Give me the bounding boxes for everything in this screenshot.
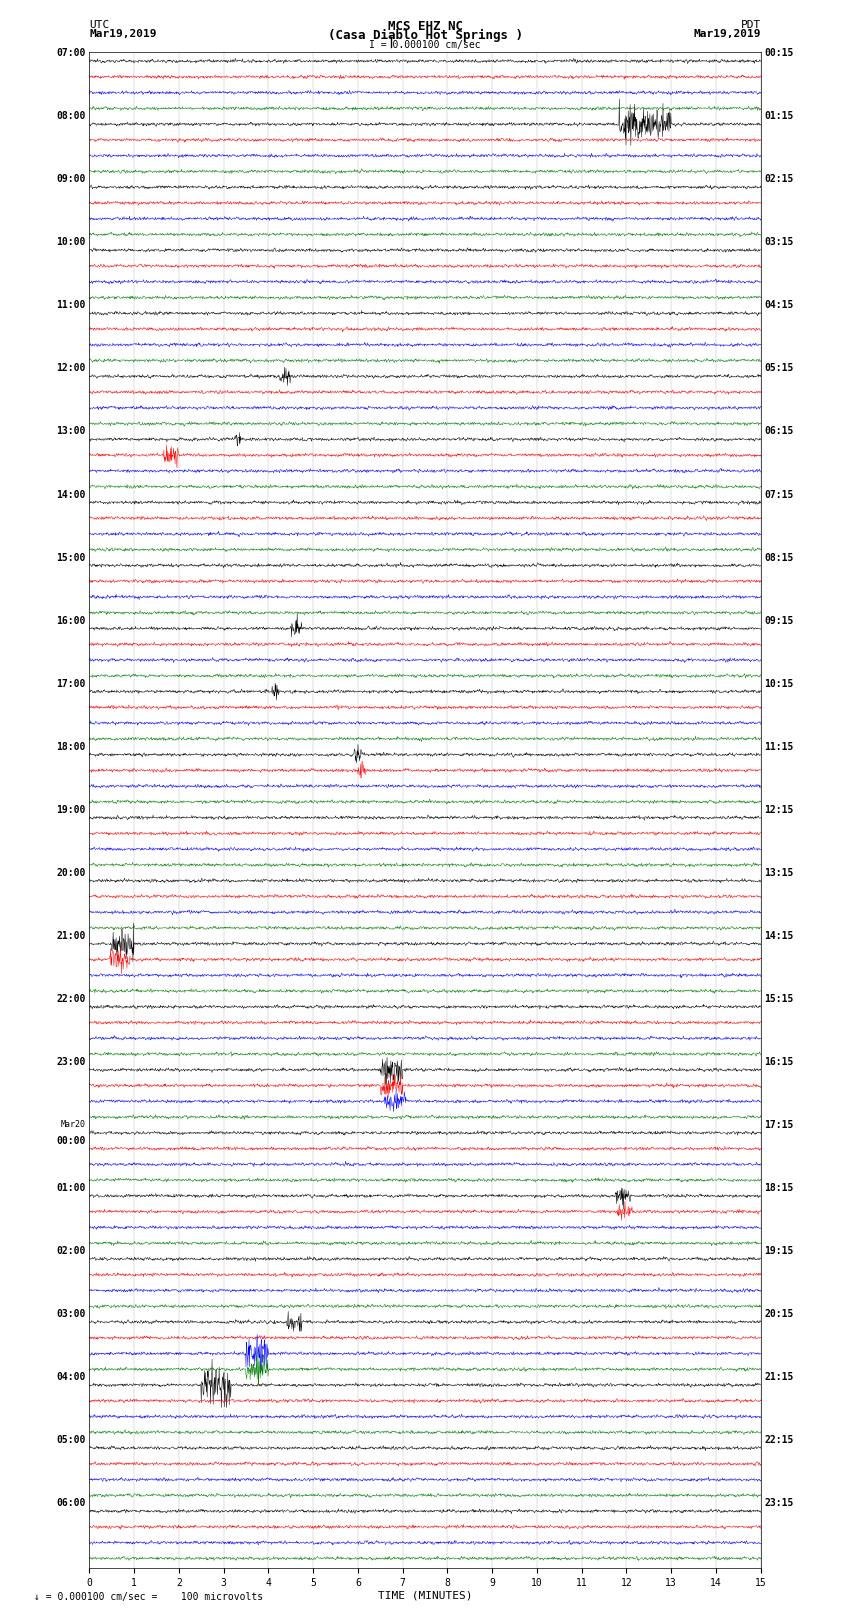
Text: 07:15: 07:15 — [764, 489, 794, 500]
Text: 20:15: 20:15 — [764, 1310, 794, 1319]
Text: 09:15: 09:15 — [764, 616, 794, 626]
Text: 17:15: 17:15 — [764, 1119, 794, 1131]
Text: 23:15: 23:15 — [764, 1498, 794, 1508]
Text: 13:00: 13:00 — [56, 426, 86, 437]
Text: 10:15: 10:15 — [764, 679, 794, 689]
Text: 05:00: 05:00 — [56, 1436, 86, 1445]
Text: 22:15: 22:15 — [764, 1436, 794, 1445]
Text: 17:00: 17:00 — [56, 679, 86, 689]
Text: 02:00: 02:00 — [56, 1245, 86, 1257]
Text: 02:15: 02:15 — [764, 174, 794, 184]
Text: 14:15: 14:15 — [764, 931, 794, 940]
Text: Mar19,2019: Mar19,2019 — [694, 29, 761, 39]
Text: 04:00: 04:00 — [56, 1373, 86, 1382]
Text: 05:15: 05:15 — [764, 363, 794, 374]
Text: 00:15: 00:15 — [764, 48, 794, 58]
Text: 10:00: 10:00 — [56, 237, 86, 247]
Text: 15:00: 15:00 — [56, 553, 86, 563]
Text: 08:15: 08:15 — [764, 553, 794, 563]
Text: I = 0.000100 cm/sec: I = 0.000100 cm/sec — [369, 39, 481, 50]
Text: 18:00: 18:00 — [56, 742, 86, 752]
Text: 03:00: 03:00 — [56, 1310, 86, 1319]
Text: 20:00: 20:00 — [56, 868, 86, 877]
Text: 07:00: 07:00 — [56, 48, 86, 58]
X-axis label: TIME (MINUTES): TIME (MINUTES) — [377, 1590, 473, 1600]
Text: ↓ = 0.000100 cm/sec =    100 microvolts: ↓ = 0.000100 cm/sec = 100 microvolts — [34, 1592, 264, 1602]
Text: 06:00: 06:00 — [56, 1498, 86, 1508]
Text: 01:15: 01:15 — [764, 111, 794, 121]
Text: 21:00: 21:00 — [56, 931, 86, 940]
Text: 09:00: 09:00 — [56, 174, 86, 184]
Text: 12:15: 12:15 — [764, 805, 794, 815]
Text: UTC: UTC — [89, 19, 110, 31]
Text: 11:00: 11:00 — [56, 300, 86, 310]
Text: 16:15: 16:15 — [764, 1057, 794, 1066]
Text: 22:00: 22:00 — [56, 994, 86, 1003]
Text: 21:15: 21:15 — [764, 1373, 794, 1382]
Text: 19:00: 19:00 — [56, 805, 86, 815]
Text: (Casa Diablo Hot Springs ): (Casa Diablo Hot Springs ) — [327, 29, 523, 42]
Text: 06:15: 06:15 — [764, 426, 794, 437]
Text: 14:00: 14:00 — [56, 489, 86, 500]
Text: 08:00: 08:00 — [56, 111, 86, 121]
Text: 19:15: 19:15 — [764, 1245, 794, 1257]
Text: 04:15: 04:15 — [764, 300, 794, 310]
Text: 16:00: 16:00 — [56, 616, 86, 626]
Text: 12:00: 12:00 — [56, 363, 86, 374]
Text: 11:15: 11:15 — [764, 742, 794, 752]
Text: 01:00: 01:00 — [56, 1182, 86, 1194]
Text: 23:00: 23:00 — [56, 1057, 86, 1066]
Text: MCS EHZ NC: MCS EHZ NC — [388, 19, 462, 34]
Text: Mar20: Mar20 — [61, 1121, 86, 1129]
Text: 00:00: 00:00 — [56, 1136, 86, 1145]
Text: 15:15: 15:15 — [764, 994, 794, 1003]
Text: Mar19,2019: Mar19,2019 — [89, 29, 156, 39]
Text: PDT: PDT — [740, 19, 761, 31]
Text: 03:15: 03:15 — [764, 237, 794, 247]
Text: 13:15: 13:15 — [764, 868, 794, 877]
Text: 18:15: 18:15 — [764, 1182, 794, 1194]
